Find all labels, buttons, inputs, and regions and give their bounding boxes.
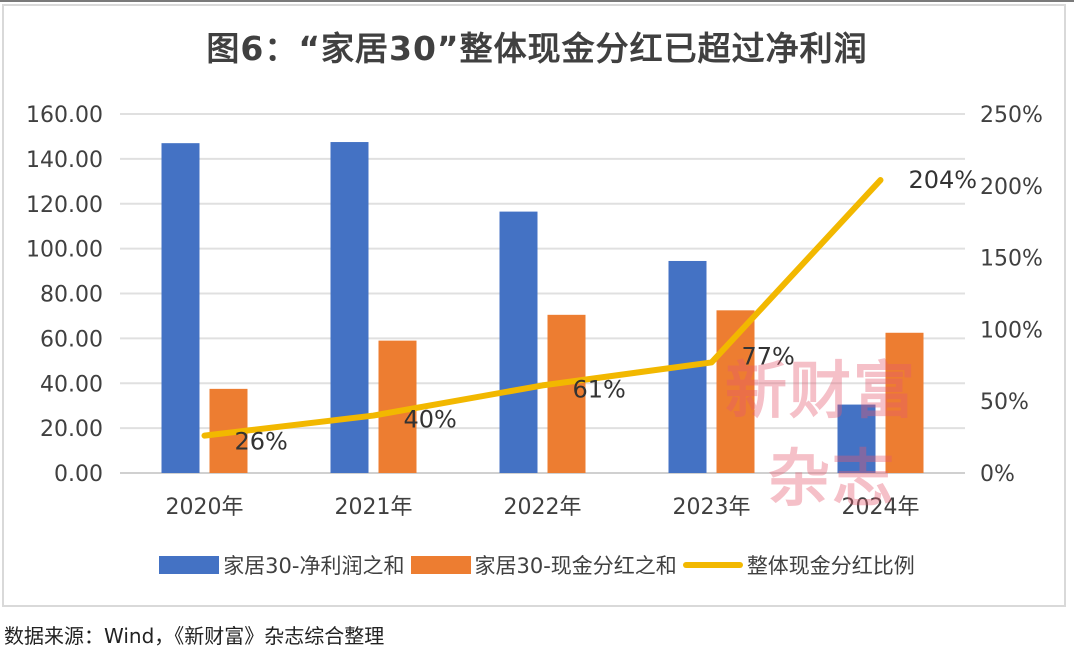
right-axis-tick: 0% xyxy=(980,462,1015,487)
left-axis-tick: 160.00 xyxy=(26,103,103,128)
chart-title: 图6：“家居30”整体现金分红已超过净利润 xyxy=(206,29,868,68)
left-axis-tick: 0.00 xyxy=(54,462,103,487)
ratio-line xyxy=(201,177,884,439)
legend-item-net-profit: 家居30-净利润之和 xyxy=(159,550,405,580)
left-axis-tick: 100.00 xyxy=(26,238,103,263)
legend-label: 家居30-现金分红之和 xyxy=(474,554,677,578)
right-axis-tick: 250% xyxy=(980,103,1043,128)
right-axis-tick: 100% xyxy=(980,318,1043,343)
left-axis-tick: 20.00 xyxy=(40,417,103,442)
right-axis-tick: 150% xyxy=(980,247,1043,272)
bar-net-profit xyxy=(330,142,369,473)
top-border xyxy=(0,0,1074,2)
bar-net-profit xyxy=(161,143,200,473)
watermark-line2: 杂志 xyxy=(768,442,897,515)
legend-swatch-line xyxy=(682,562,743,568)
ratio-data-label: 40% xyxy=(404,406,457,434)
x-axis-label: 2020年 xyxy=(166,495,244,520)
left-axis-tick: 60.00 xyxy=(40,327,103,352)
legend-item-ratio: 整体现金分红比例 xyxy=(682,550,915,580)
watermark-line1: 新财富 xyxy=(725,354,918,427)
chart-legend: 家居30-净利润之和 家居30-现金分红之和 整体现金分红比例 xyxy=(0,550,1074,580)
x-axis-label: 2024年 xyxy=(842,495,920,520)
data-source-note: 数据来源：Wind，《新财富》杂志综合整理 xyxy=(4,624,385,648)
left-axis-tick: 80.00 xyxy=(40,283,103,308)
ratio-data-label: 204% xyxy=(909,166,978,194)
bar-net-profit xyxy=(499,211,538,473)
bar-dividend xyxy=(547,314,586,473)
ratio-data-label: 26% xyxy=(235,428,288,456)
left-axis-tick: 120.00 xyxy=(26,193,103,218)
legend-swatch-orange xyxy=(410,556,471,574)
bar-dividend xyxy=(885,332,924,473)
legend-label: 整体现金分红比例 xyxy=(746,554,915,578)
ratio-data-label: 77% xyxy=(742,342,795,370)
left-axis-tick: 140.00 xyxy=(26,148,103,173)
legend-swatch-blue xyxy=(159,556,220,574)
x-axis-label: 2021年 xyxy=(335,495,413,520)
right-axis-tick: 50% xyxy=(980,390,1029,415)
legend-label: 家居30-净利润之和 xyxy=(223,554,405,578)
x-axis-label: 2022年 xyxy=(504,495,582,520)
right-axis-tick: 200% xyxy=(980,175,1043,200)
bar-net-profit xyxy=(837,404,876,473)
x-axis-label: 2023年 xyxy=(673,495,751,520)
legend-item-dividend: 家居30-现金分红之和 xyxy=(410,550,677,580)
left-axis-tick: 40.00 xyxy=(40,372,103,397)
ratio-data-label: 61% xyxy=(573,375,626,403)
